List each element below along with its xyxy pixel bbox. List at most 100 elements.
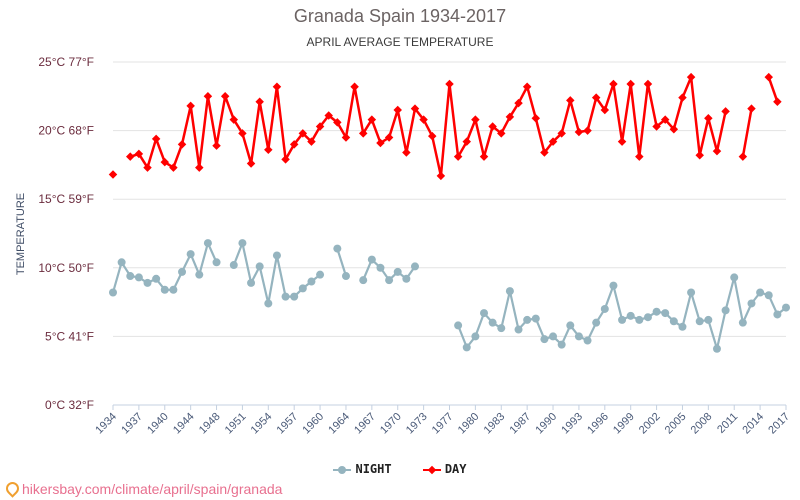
day-point — [195, 163, 204, 172]
day-point — [143, 163, 152, 172]
night-point — [704, 315, 713, 324]
x-tick-label: 1948 — [197, 411, 223, 437]
x-tick-label: 1996 — [585, 411, 611, 437]
night-point — [531, 314, 540, 323]
day-point — [186, 101, 195, 111]
night-point — [678, 322, 687, 331]
night-point — [316, 270, 325, 279]
day-point — [160, 157, 170, 167]
day-point — [220, 92, 230, 101]
day-point — [488, 122, 497, 131]
day-point — [203, 92, 213, 101]
night-point — [462, 343, 471, 352]
night-point — [747, 299, 756, 308]
night-point — [367, 255, 376, 264]
temperature-chart: 0°C 32°F 5°C 41°F 10°C 50°F 15°C 59°F 20°C 6… — [15, 55, 792, 437]
legend-item-night[interactable]: NIGHT — [333, 462, 392, 476]
day-point — [574, 127, 584, 137]
day-point — [428, 131, 437, 141]
x-tick-label: 1944 — [171, 411, 197, 437]
night-point — [661, 309, 670, 318]
day-point — [350, 82, 359, 91]
day-point — [712, 146, 722, 156]
day-point — [177, 140, 187, 149]
day-point — [289, 140, 299, 149]
night-point — [773, 310, 782, 319]
x-tick-label: 1951 — [223, 411, 249, 437]
y-tick-label: 10°C 50°F — [38, 261, 94, 275]
day-point — [583, 126, 592, 135]
day-point — [264, 145, 273, 155]
night-point — [514, 325, 523, 334]
day-point — [522, 82, 532, 91]
day-point — [229, 115, 239, 124]
y-tick-label: 20°C 68°F — [38, 124, 94, 138]
night-point — [600, 304, 609, 313]
x-tick-label: 2008 — [689, 411, 715, 437]
day-point — [531, 114, 541, 123]
x-tick-label: 1970 — [378, 411, 404, 437]
night-point — [574, 332, 583, 341]
day-point — [341, 133, 351, 142]
day-point — [704, 114, 713, 123]
y-tick-label: 25°C 77°F — [38, 55, 94, 69]
x-tick-label: 1993 — [559, 411, 585, 437]
legend: NIGHT DAY — [0, 462, 800, 476]
chart-subtitle: APRIL AVERAGE TEMPERATURE — [306, 35, 494, 49]
day-point — [445, 79, 454, 89]
day-point — [479, 152, 489, 161]
x-tick-label: 1967 — [352, 411, 378, 437]
day-point — [134, 149, 144, 159]
day-point — [315, 122, 325, 131]
night-point — [497, 324, 506, 333]
night-point — [764, 291, 773, 300]
day-point — [238, 129, 247, 138]
x-tick-label: 1957 — [275, 411, 301, 437]
night-point — [557, 340, 566, 349]
night-point — [454, 321, 463, 330]
day-point — [635, 152, 644, 161]
day-point — [298, 129, 308, 138]
x-tick-label: 2011 — [715, 411, 740, 436]
day-point — [324, 111, 333, 120]
day-point — [643, 79, 653, 89]
day-swatch-icon — [422, 465, 441, 474]
x-tick-label: 1999 — [611, 411, 637, 437]
day-point — [151, 134, 161, 144]
night-point — [626, 311, 635, 320]
day-series-line — [741, 108, 753, 157]
day-point — [169, 163, 178, 172]
night-point — [393, 267, 402, 276]
night-point — [643, 313, 652, 322]
y-tick-label: 0°C 32°F — [45, 398, 94, 412]
night-point — [410, 262, 419, 271]
x-tick-label: 1980 — [456, 411, 482, 437]
day-point — [462, 137, 471, 146]
x-tick-label: 1937 — [119, 411, 145, 437]
day-point — [453, 152, 463, 161]
source-link[interactable]: hikersbay.com/climate/april/spain/granad… — [3, 479, 282, 498]
night-point — [229, 261, 238, 270]
day-point — [764, 72, 773, 82]
day-point — [255, 97, 264, 107]
day-point — [505, 112, 515, 122]
x-tick-label: 1990 — [533, 411, 559, 437]
night-point — [549, 332, 558, 341]
night-point — [635, 315, 644, 324]
x-tick-label: 1987 — [507, 411, 533, 437]
night-point — [385, 276, 394, 285]
day-point — [376, 138, 385, 148]
night-point — [298, 284, 307, 293]
legend-item-day[interactable]: DAY — [422, 462, 467, 476]
x-tick-label: 1934 — [93, 411, 119, 437]
night-point — [186, 250, 195, 259]
night-point — [566, 321, 575, 330]
night-point — [255, 262, 264, 271]
night-point — [669, 317, 678, 326]
day-point — [402, 148, 411, 157]
day-point — [108, 170, 118, 179]
night-point — [307, 277, 316, 286]
night-point — [117, 258, 126, 267]
night-point — [134, 273, 143, 282]
night-point — [695, 317, 704, 326]
